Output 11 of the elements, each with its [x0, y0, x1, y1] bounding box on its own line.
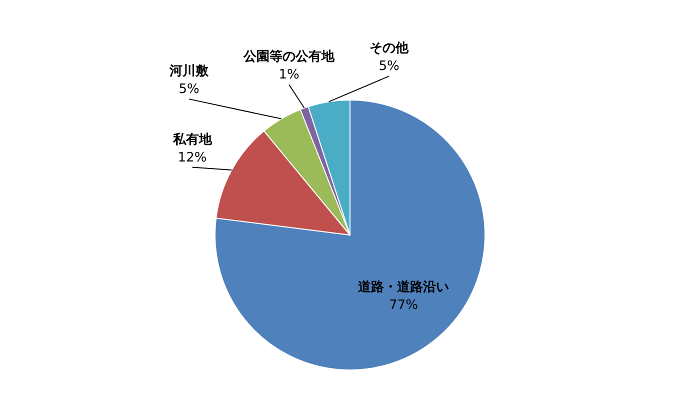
slice-label: その他 — [370, 41, 410, 56]
data-label: 5% — [178, 82, 200, 98]
data-label: 5% — [378, 59, 400, 74]
slice-label: 河川敷 — [168, 64, 210, 80]
pie-slice — [214, 100, 486, 370]
data-label: 1% — [278, 68, 300, 83]
data-label: 77% — [389, 298, 418, 313]
data-label: 12% — [178, 150, 207, 166]
slice-label: 私有地 — [172, 132, 213, 148]
slice-label: 道路・道路沿い — [357, 280, 450, 295]
slice-label: 公園等の公有地 — [242, 50, 336, 65]
